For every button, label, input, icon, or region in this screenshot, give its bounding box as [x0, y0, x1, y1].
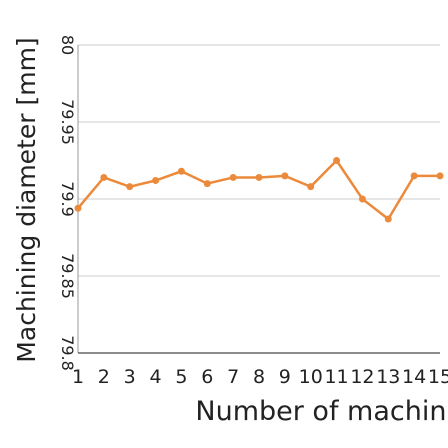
y-axis-label: Machining diameter [mm] — [12, 37, 41, 362]
point — [307, 183, 315, 191]
point — [100, 173, 108, 181]
point — [384, 215, 392, 223]
point — [333, 157, 341, 164]
line — [77, 158, 440, 221]
point — [229, 173, 237, 181]
x-tick-label: 10 — [299, 366, 323, 388]
point — [255, 173, 263, 181]
point — [410, 172, 418, 180]
x-tick-label: 3 — [124, 366, 136, 388]
x-tick-label: 15 — [428, 366, 448, 388]
point — [74, 204, 82, 212]
y-tick-label: 79.85 — [58, 253, 77, 299]
y-tick-label: 79.95 — [58, 99, 77, 145]
x-axis-label: Number of machining holes — [195, 396, 448, 427]
point — [281, 172, 289, 180]
x-tick-label: 8 — [253, 366, 265, 388]
point — [436, 172, 444, 180]
y-tick-label: 79.9 — [58, 181, 77, 217]
point — [177, 167, 185, 175]
x-tick-label: 2 — [98, 366, 110, 388]
x-tick-label: 12 — [350, 366, 374, 388]
x-tick-label: 11 — [324, 366, 348, 388]
point — [126, 183, 134, 191]
point — [203, 180, 211, 188]
x-tick-label: 13 — [376, 366, 400, 388]
y-tick-label: 80 — [58, 35, 77, 55]
x-tick-label: 4 — [150, 366, 162, 388]
x-tick-label: 7 — [227, 366, 239, 388]
x-tick-label: 5 — [175, 366, 187, 388]
x-tick-label: 14 — [402, 366, 426, 388]
y-tick-label: 79.8 — [58, 335, 77, 371]
point — [358, 195, 366, 203]
x-tick-label: 1 — [72, 366, 84, 388]
point — [152, 177, 160, 185]
x-tick-label: 6 — [201, 366, 213, 388]
x-tick-label: 9 — [279, 366, 291, 388]
